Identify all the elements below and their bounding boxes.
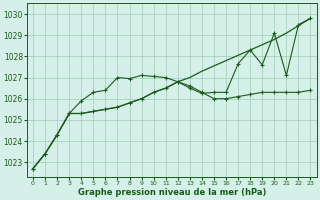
X-axis label: Graphe pression niveau de la mer (hPa): Graphe pression niveau de la mer (hPa) bbox=[77, 188, 266, 197]
